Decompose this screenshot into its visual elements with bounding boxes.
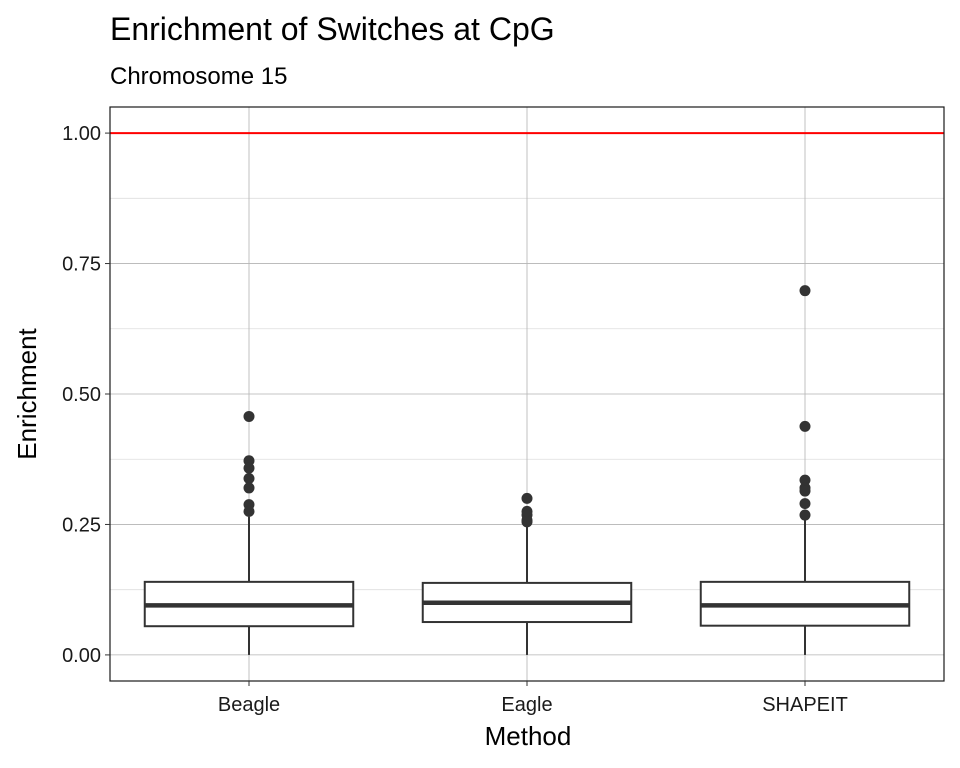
box-beagle [143, 410, 355, 655]
x-axis-title: Method [485, 721, 572, 751]
outlier-point [243, 410, 255, 422]
x-tick-label: SHAPEIT [762, 694, 848, 716]
outlier-point [243, 505, 255, 517]
y-tick-label: 0.25 [62, 514, 101, 536]
outlier-point [243, 482, 255, 494]
outlier-point [799, 420, 811, 432]
box-shapeit [699, 285, 911, 655]
box-eagle [421, 492, 633, 655]
chart-subtitle: Chromosome 15 [110, 63, 287, 90]
y-tick-label: 0.75 [62, 254, 101, 276]
outlier-point [243, 473, 255, 485]
outlier-point [799, 485, 811, 497]
chart-title: Enrichment of Switches at CpG [110, 11, 555, 47]
outlier-point [521, 492, 533, 504]
x-tick-label: Eagle [501, 694, 552, 716]
x-tick-label: Beagle [218, 694, 280, 716]
outlier-point [243, 462, 255, 474]
outlier-point [521, 516, 533, 528]
outlier-point [799, 498, 811, 510]
y-tick-label: 0.50 [62, 384, 101, 406]
y-tick-label: 1.00 [62, 123, 101, 145]
outlier-point [799, 509, 811, 521]
plot-panel: 0.00 0.25 0.50 0.75 1.00 Beagle Eagle SHAPEIT [62, 106, 945, 716]
y-tick-label: 0.00 [62, 645, 101, 667]
y-axis-title: Enrichment [12, 327, 42, 459]
outlier-point [799, 474, 811, 486]
outlier-point [799, 285, 811, 297]
